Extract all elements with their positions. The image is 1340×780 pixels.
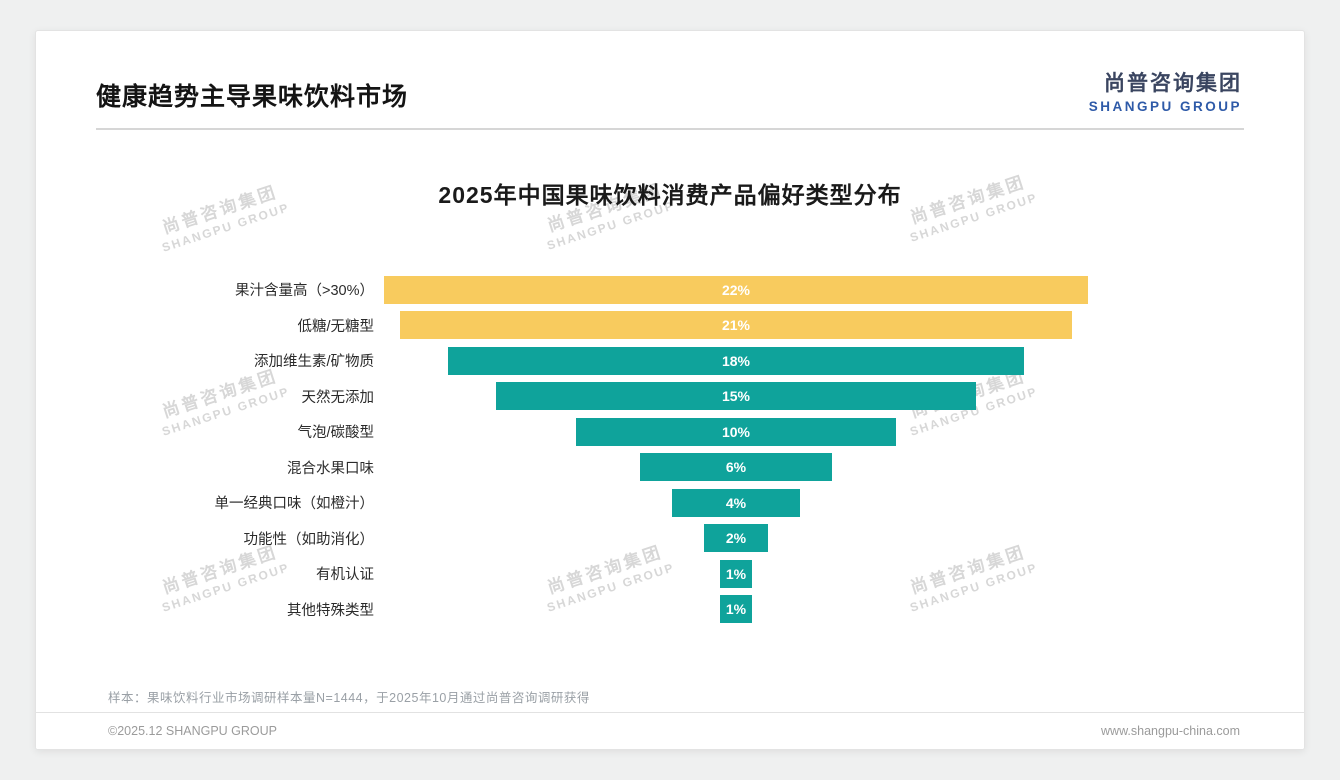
slide-card: 尚普咨询集团 SHANGPU GROUP 尚普咨询集团 SHANGPU GROU… bbox=[35, 30, 1305, 750]
funnel-bar: 6% bbox=[640, 453, 832, 482]
funnel-row: 单一经典口味（如橙汁） 4% bbox=[36, 485, 1304, 521]
logo-text-en: SHANGPU GROUP bbox=[1088, 99, 1242, 114]
value-label: 10% bbox=[721, 423, 751, 440]
category-label: 果汁含量高（>30%） bbox=[235, 283, 374, 300]
value-label: 18% bbox=[721, 352, 751, 369]
footer-copyright: ©2025.12 SHANGPU GROUP bbox=[108, 724, 277, 738]
value-label: 1% bbox=[725, 601, 747, 618]
funnel-bar: 2% bbox=[704, 524, 768, 553]
bar-area: 4% bbox=[384, 488, 1088, 517]
funnel-bar: 21% bbox=[400, 311, 1072, 340]
category-label: 气泡/碳酸型 bbox=[297, 425, 374, 442]
funnel-row: 添加维生素/矿物质 18% bbox=[36, 343, 1304, 379]
funnel-chart: 果汁含量高（>30%） 22% 低糖/无糖型 21% 添加维生素/矿物质 18% 天然无添加… bbox=[36, 272, 1304, 627]
slide-content: 健康趋势主导果味饮料市场 尚普咨询集团 SHANGPU GROUP 2025年中… bbox=[36, 31, 1304, 749]
bar-area: 1% bbox=[384, 559, 1088, 588]
funnel-row: 低糖/无糖型 21% bbox=[36, 308, 1304, 344]
funnel-row: 果汁含量高（>30%） 22% bbox=[36, 272, 1304, 308]
bar-area: 21% bbox=[384, 311, 1088, 340]
header: 健康趋势主导果味饮料市场 尚普咨询集团 SHANGPU GROUP bbox=[36, 31, 1304, 114]
category-label: 低糖/无糖型 bbox=[297, 318, 374, 335]
funnel-bar: 1% bbox=[720, 559, 752, 588]
footer: ©2025.12 SHANGPU GROUP www.shangpu-china… bbox=[36, 712, 1304, 749]
category-label: 有机认证 bbox=[316, 567, 374, 584]
funnel-row: 有机认证 1% bbox=[36, 556, 1304, 592]
value-label: 21% bbox=[721, 317, 751, 334]
bar-area: 22% bbox=[384, 275, 1088, 304]
bar-area: 15% bbox=[384, 382, 1088, 411]
category-label: 天然无添加 bbox=[301, 389, 375, 406]
footer-website: www.shangpu-china.com bbox=[1101, 724, 1240, 738]
value-label: 6% bbox=[725, 459, 747, 476]
chart-title: 2025年中国果味饮料消费产品偏好类型分布 bbox=[438, 182, 902, 208]
value-label: 2% bbox=[725, 530, 747, 547]
category-label: 混合水果口味 bbox=[287, 460, 374, 477]
value-label: 4% bbox=[725, 494, 747, 511]
funnel-row: 功能性（如助消化） 2% bbox=[36, 521, 1304, 557]
funnel-row: 气泡/碳酸型 10% bbox=[36, 414, 1304, 450]
sample-footnote: 样本：果味饮料行业市场调研样本量N=1444，于2025年10月通过尚普咨询调研… bbox=[108, 691, 590, 705]
funnel-row: 混合水果口味 6% bbox=[36, 450, 1304, 486]
value-label: 22% bbox=[721, 281, 751, 298]
funnel-row: 天然无添加 15% bbox=[36, 379, 1304, 415]
value-label: 1% bbox=[725, 565, 747, 582]
funnel-row: 其他特殊类型 1% bbox=[36, 592, 1304, 628]
page-title: 健康趋势主导果味饮料市场 bbox=[96, 83, 409, 111]
funnel-bar: 18% bbox=[448, 346, 1024, 375]
header-divider bbox=[96, 128, 1244, 130]
funnel-bar: 1% bbox=[720, 595, 752, 624]
category-label: 单一经典口味（如橙汁） bbox=[214, 496, 375, 513]
category-label: 其他特殊类型 bbox=[287, 602, 374, 619]
funnel-bar: 10% bbox=[576, 417, 896, 446]
value-label: 15% bbox=[721, 388, 751, 405]
bar-area: 18% bbox=[384, 346, 1088, 375]
logo-text-cn: 尚普咨询集团 bbox=[1104, 72, 1242, 95]
bar-area: 2% bbox=[384, 524, 1088, 553]
bar-area: 1% bbox=[384, 595, 1088, 624]
company-logo: 尚普咨询集团 SHANGPU GROUP bbox=[1089, 67, 1242, 114]
funnel-bar: 4% bbox=[672, 488, 800, 517]
funnel-bar: 22% bbox=[384, 275, 1088, 304]
bar-area: 6% bbox=[384, 453, 1088, 482]
category-label: 添加维生素/矿物质 bbox=[253, 354, 374, 371]
funnel-bar: 15% bbox=[496, 382, 976, 411]
category-label: 功能性（如助消化） bbox=[243, 531, 375, 548]
bar-area: 10% bbox=[384, 417, 1088, 446]
